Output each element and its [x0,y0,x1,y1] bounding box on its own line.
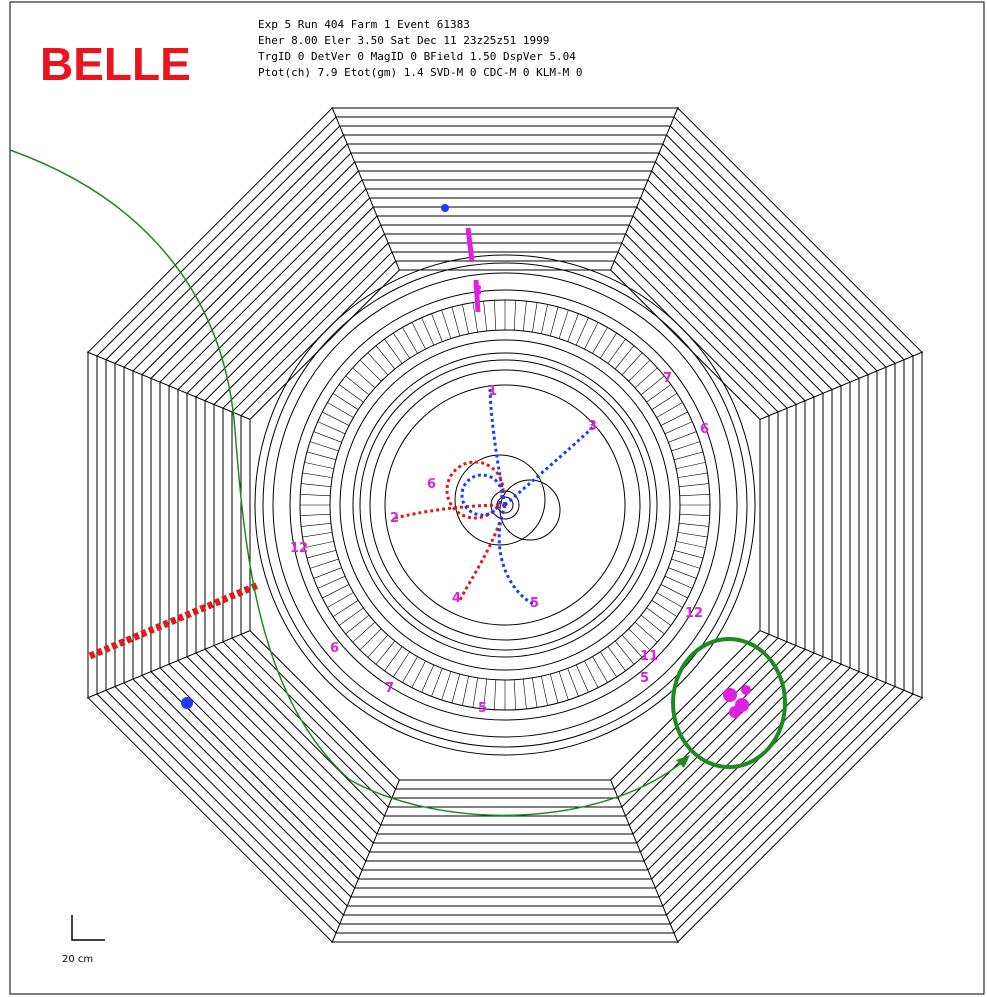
klm-label: 8 [473,284,482,299]
hit [181,697,193,709]
header-line: Exp 5 Run 404 Farm 1 Event 61383 [258,18,470,31]
track-label: 1 [488,384,497,399]
track-label: 2 [390,511,399,526]
scale-label: 20 cm [62,954,93,965]
klm-label: 6 [700,422,709,437]
klm-label: 11 [640,649,658,664]
klm-label: 7 [385,681,394,696]
klm-label: 12 [290,541,308,556]
hit [441,204,449,212]
track-label: 5 [530,596,539,611]
header-line: TrgID 0 DetVer 0 MagID 0 BField 1.50 Dsp… [258,50,576,63]
header-line: Ptot(ch) 7.9 Etot(gm) 1.4 SVD-M 0 CDC-M … [258,66,583,79]
track-label: 3 [588,419,597,434]
klm-label: 6 [330,641,339,656]
frame [10,2,984,994]
klm-label: 7 [663,371,672,386]
event-display: BELLE Exp 5 Run 404 Farm 1 Event 61383 Eh… [0,0,987,997]
track-label: 4 [452,591,461,606]
header-line: Eher 8.00 Eler 3.50 Sat Dec 11 23z25z51 … [258,34,549,47]
page: {"logo": "BELLE", "header": {"lines": [ … [0,0,987,997]
klm-label: 5 [478,701,487,716]
track-label: 6 [427,477,436,492]
klm-label: 12 [685,606,703,621]
logo: BELLE [40,38,191,90]
klm-label: 5 [640,671,649,686]
